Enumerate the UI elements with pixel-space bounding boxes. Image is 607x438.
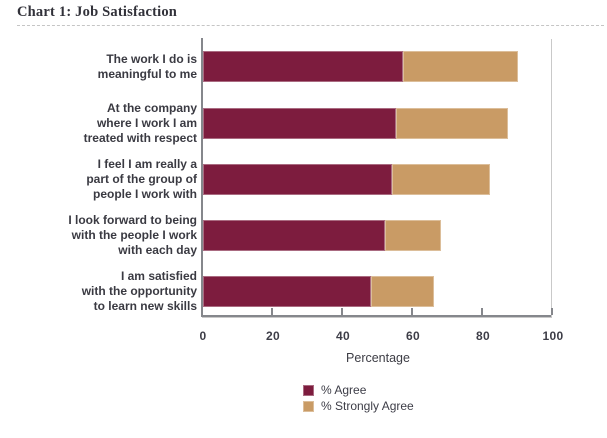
bar-segment-strongly-agree: [371, 276, 434, 307]
x-tick-label: 20: [266, 329, 280, 343]
title-underline: [17, 25, 604, 26]
bar-segment-strongly-agree: [385, 220, 441, 251]
bar-row: [203, 220, 441, 251]
bar-row: [203, 51, 518, 82]
x-tick: [341, 308, 343, 315]
legend-label: % Agree: [321, 383, 367, 397]
legend-swatch-agree: [303, 384, 314, 396]
x-tick: [481, 308, 483, 315]
bar-row: [203, 108, 508, 139]
x-tick-label: 80: [476, 329, 490, 343]
x-axis-label: Percentage: [346, 351, 410, 365]
chart-title: Chart 1: Job Satisfaction: [17, 4, 178, 20]
plot-area: 0 20 40 60 80 100: [200, 38, 563, 343]
legend-swatch-strongly-agree: [303, 400, 314, 412]
x-tick: [271, 308, 273, 315]
category-label: I look forward to being with the people I…: [68, 213, 197, 257]
legend-label: % Strongly Agree: [321, 399, 414, 413]
bar-segment-agree: [203, 220, 385, 251]
bar-segment-agree: [203, 108, 396, 139]
category-label: The work I do is meaningful to me: [97, 51, 197, 81]
category-label: I feel I am really a part of the group of…: [86, 157, 197, 201]
category-label: I am satisfied with the opportunity to lea…: [81, 269, 197, 313]
legend-row: % Strongly Agree: [303, 398, 414, 414]
bar-segment-strongly-agree: [392, 164, 490, 195]
legend-row: % Agree: [303, 382, 414, 398]
x-tick: [551, 308, 553, 315]
bar-segment-agree: [203, 51, 403, 82]
bar-row: [203, 164, 490, 195]
bar-segment-agree: [203, 276, 371, 307]
x-tick: [411, 308, 413, 315]
category-label: At the company where I work I am treated w…: [83, 101, 197, 145]
x-tick-label: 0: [199, 329, 207, 343]
bar-segment-strongly-agree: [395, 108, 508, 139]
bar-row: [203, 276, 434, 307]
bar-segment-strongly-agree: [402, 51, 518, 82]
x-tick-label: 40: [336, 329, 350, 343]
x-tick-label: 60: [406, 329, 420, 343]
x-tick-label: 100: [542, 329, 564, 343]
chart-legend: % Agree % Strongly Agree: [303, 382, 414, 414]
bar-segment-agree: [203, 164, 392, 195]
